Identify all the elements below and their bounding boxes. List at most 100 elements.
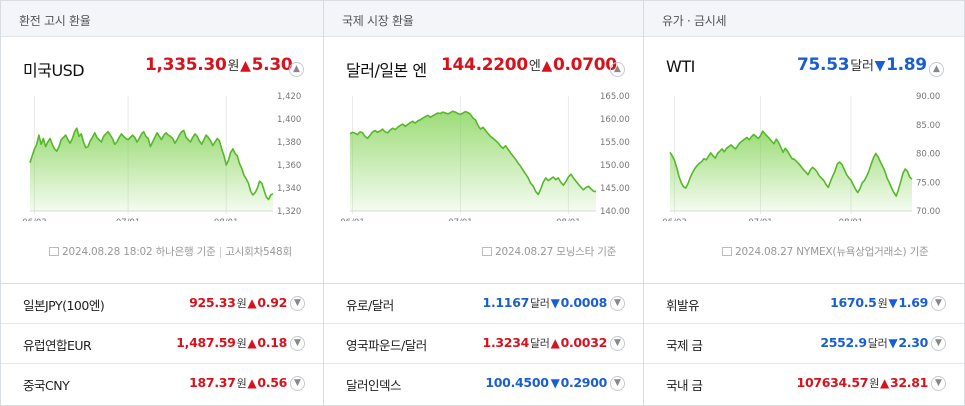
main-quote[interactable]: 미국USD 1,335.30원▲5.30 ▲: [1, 53, 323, 83]
y-tick-label: 1,340: [277, 184, 301, 194]
chevron-down-icon[interactable]: ▼: [610, 336, 625, 351]
column-header: 환전 고시 환율: [1, 1, 323, 37]
source-icon: [722, 247, 732, 256]
x-tick-label: 08/01: [214, 218, 239, 221]
y-tick-label: 70.00: [916, 207, 940, 217]
y-tick-label: 145.00: [600, 184, 630, 194]
y-tick-label: 1,420: [277, 92, 301, 102]
sub-quote-row[interactable]: 국내 금 107634.57원▲32.81 ▼: [644, 364, 964, 404]
y-tick-label: 85.00: [916, 121, 940, 131]
up-arrow-icon: ▲: [240, 58, 251, 74]
chevron-up-icon[interactable]: ▲: [929, 62, 944, 77]
chart-note: 2024.08.27 NYMEX(뉴욕상업거래소) 기준: [722, 244, 929, 259]
chevron-down-icon[interactable]: ▼: [931, 336, 946, 351]
y-tick-label: 1,380: [277, 138, 301, 148]
chevron-up-icon[interactable]: ▲: [610, 62, 625, 77]
up-arrow-icon: ▲: [247, 296, 257, 310]
column-header: 유가 · 금시세: [644, 1, 964, 37]
up-arrow-icon: ▲: [541, 58, 553, 74]
sub-quote-name: 영국파운드/달러: [346, 338, 427, 353]
chevron-down-icon[interactable]: ▼: [290, 296, 305, 311]
chevron-down-icon[interactable]: ▼: [931, 376, 946, 391]
chevron-down-icon[interactable]: ▼: [290, 336, 305, 351]
chart-note: 2024.08.28 18:02 하나은행 기준 | 고시회차548회: [49, 244, 292, 259]
column-exchange-notice: 환전 고시 환율 미국USD 1,335.30원▲5.30 ▲ 1,420 1,4…: [1, 1, 323, 405]
y-tick-label: 150.00: [600, 161, 630, 171]
y-tick-label: 80.00: [916, 150, 940, 160]
chevron-up-icon[interactable]: ▲: [289, 62, 304, 77]
column-international-fx: 국제 시장 환율 달러/일본 엔 144.2200엔▲0.0700 ▲ 165.…: [323, 1, 643, 405]
y-tick-label: 1,360: [277, 161, 301, 171]
main-quote-value: 75.53달러▼1.89: [797, 55, 927, 75]
sub-quote-value: 1.3234달러▲0.0032: [482, 335, 608, 350]
sub-quote-value: 1,487.59원▲0.18: [176, 335, 287, 350]
sub-quote-value: 100.4500 ▼0.2900: [485, 375, 607, 390]
sub-quote-row[interactable]: 국제 금 2552.9달러▼2.30 ▼: [644, 324, 964, 364]
y-tick-label: 75.00: [916, 178, 940, 188]
area-fill: [350, 111, 596, 211]
sub-quote-list: 유로/달러 1.1167달러▼0.0008 ▼ 영국파운드/달러 1.3234달…: [324, 283, 643, 404]
main-quote-name: 미국USD: [23, 61, 85, 80]
line-chart: 1,420 1,400 1,380 1,360 1,340 1,320 06/03 07/01…: [22, 92, 301, 221]
chevron-down-icon[interactable]: ▼: [931, 296, 946, 311]
x-tick-label: 06/01: [340, 218, 365, 221]
sub-quote-name: 유럽연합EUR: [23, 338, 92, 353]
sub-quote-value: 1.1167달러▼0.0008: [482, 295, 608, 310]
down-arrow-icon: ▼: [888, 296, 898, 310]
x-tick-label: 07/01: [448, 218, 473, 221]
sub-quote-row[interactable]: 달러인덱스 100.4500 ▼0.2900 ▼: [324, 364, 643, 404]
x-tick-label: 07/01: [116, 218, 141, 221]
up-arrow-icon: ▲: [247, 336, 257, 350]
sub-quote-value: 107634.57원▲32.81: [796, 375, 929, 390]
sub-quote-value: 925.33원▲0.92: [189, 295, 287, 310]
sub-quote-row[interactable]: 유럽연합EUR 1,487.59원▲0.18 ▼: [1, 324, 323, 364]
chevron-down-icon[interactable]: ▼: [290, 376, 305, 391]
area-fill: [670, 131, 912, 211]
y-tick-label: 155.00: [600, 138, 630, 148]
up-arrow-icon: ▲: [247, 376, 257, 390]
main-quote-name: 달러/일본 엔: [346, 61, 427, 80]
chevron-down-icon[interactable]: ▼: [610, 296, 625, 311]
x-tick-label: 06/03: [662, 218, 687, 221]
column-header: 국제 시장 환율: [324, 1, 643, 37]
sub-quote-list: 일본JPY(100엔) 925.33원▲0.92 ▼ 유럽연합EUR 1,487…: [1, 283, 323, 404]
down-arrow-icon: ▼: [888, 336, 898, 350]
y-tick-label: 1,320: [277, 207, 301, 217]
series-line: [29, 127, 274, 201]
source-icon: [482, 247, 492, 256]
series-line: [349, 110, 597, 196]
source-icon: [49, 247, 59, 256]
line-chart: 165.00 160.00 155.00 150.00 145.00 140.00 06/0…: [340, 92, 630, 221]
y-tick-label: 160.00: [600, 115, 630, 125]
sub-quote-name: 달러인덱스: [346, 378, 402, 393]
sub-quote-name: 중국CNY: [23, 378, 70, 393]
sub-quote-row[interactable]: 중국CNY 187.37원▲0.56 ▼: [1, 364, 323, 404]
up-arrow-icon: ▲: [550, 336, 560, 350]
sub-quote-name: 유로/달러: [346, 298, 394, 313]
down-arrow-icon: ▼: [874, 58, 886, 74]
sub-quote-value: 2552.9달러▼2.30: [820, 335, 928, 350]
chevron-down-icon[interactable]: ▼: [610, 376, 625, 391]
sub-quote-row[interactable]: 영국파운드/달러 1.3234달러▲0.0032 ▼: [324, 324, 643, 364]
main-quote[interactable]: WTI 75.53달러▼1.89 ▲: [644, 53, 964, 83]
y-tick-label: 1,400: [277, 115, 301, 125]
sub-quote-row[interactable]: 일본JPY(100엔) 925.33원▲0.92 ▼: [1, 284, 323, 324]
up-arrow-icon: ▲: [880, 376, 889, 390]
main-quote[interactable]: 달러/일본 엔 144.2200엔▲0.0700 ▲: [324, 53, 643, 83]
column-oil-gold: 유가 · 금시세 WTI 75.53달러▼1.89 ▲ 90.00 85.00 80…: [643, 1, 964, 405]
sub-quote-row[interactable]: 휘발유 1670.5원▼1.69 ▼: [644, 284, 964, 324]
main-quote-value: 144.2200엔▲0.0700: [441, 55, 617, 75]
x-tick-label: 06/03: [22, 218, 47, 221]
y-tick-label: 140.00: [600, 207, 630, 217]
sub-quote-name: 일본JPY(100엔): [23, 298, 105, 313]
main-quote-name: WTI: [666, 57, 695, 76]
sub-quote-name: 휘발유: [666, 298, 700, 313]
main-quote-value: 1,335.30원▲5.30: [145, 55, 293, 75]
down-arrow-icon: ▼: [550, 376, 560, 390]
area-fill: [30, 128, 273, 211]
sub-quote-row[interactable]: 유로/달러 1.1167달러▼0.0008 ▼: [324, 284, 643, 324]
x-tick-label: 08/01: [839, 218, 864, 221]
series-line: [669, 130, 913, 197]
sub-quote-value: 1670.5원▼1.69: [830, 295, 928, 310]
